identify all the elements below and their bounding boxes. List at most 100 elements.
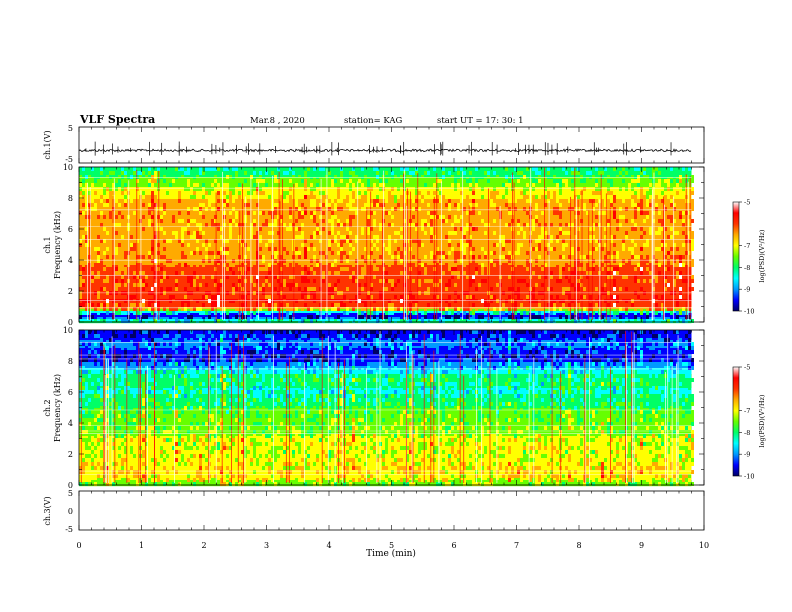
spectrogram-cell (565, 251, 568, 255)
spectrogram-cell (229, 199, 232, 203)
spectrogram-cell (436, 215, 439, 219)
spectrogram-cell (358, 243, 361, 247)
spectrogram-cell (244, 179, 247, 183)
spectrogram-cell (508, 259, 511, 263)
spectrogram-cell (544, 287, 547, 291)
spectrogram-cell (151, 259, 154, 263)
spectrogram-cell (388, 287, 391, 291)
spectrogram-cell (79, 478, 82, 482)
spectrogram-cell (328, 255, 331, 259)
spectrogram-cell (463, 315, 466, 319)
spectrogram-cell (253, 227, 256, 231)
spectrogram-cell (544, 255, 547, 259)
spectrogram-cell (223, 167, 226, 171)
spectrogram-cell (289, 259, 292, 263)
spectrogram-cell (313, 219, 316, 223)
spectrogram-cell (262, 283, 265, 287)
spectrogram-cell (85, 235, 88, 239)
spectrogram-cell (640, 187, 643, 191)
spectrogram-cell (607, 175, 610, 179)
spectrogram-cell (538, 175, 541, 179)
spectrogram-cell (190, 299, 193, 303)
spectrogram-cell (661, 219, 664, 223)
spectrogram-cell (328, 171, 331, 175)
spectrogram-cell (94, 299, 97, 303)
spectrogram-cell (376, 283, 379, 287)
spectrogram-cell (205, 191, 208, 195)
spectrogram-cell (532, 183, 535, 187)
spectrogram-cell (376, 199, 379, 203)
spectrogram-cell (445, 299, 448, 303)
spectrogram-cell (574, 207, 577, 211)
spectrogram-cell (418, 179, 421, 183)
ch1-waveform-spikes (85, 141, 672, 156)
spectrogram-cell (130, 259, 133, 263)
spectrogram-cell (472, 303, 475, 307)
spectrogram-cell (373, 251, 376, 255)
spectrogram-cell (610, 267, 613, 271)
spectrogram-cell (109, 187, 112, 191)
spectrogram-cell (184, 251, 187, 255)
spectrogram-cell (97, 311, 100, 315)
spectrogram-cell (226, 267, 229, 271)
spectrogram-cell (682, 179, 685, 183)
spectrogram-cell (535, 315, 538, 319)
spectrogram-cell (166, 311, 169, 315)
spectrogram-cell (475, 263, 478, 267)
spectrogram-band (79, 332, 692, 335)
spectrogram-cell (622, 187, 625, 191)
spectrogram-cell (304, 247, 307, 251)
spectrogram-cell (391, 299, 394, 303)
spectrogram-cell (349, 183, 352, 187)
spectrogram-cell (184, 259, 187, 263)
spectrogram-cell (535, 299, 538, 303)
spectrogram-cell (82, 251, 85, 255)
spectrogram-cell (394, 251, 397, 255)
spectrogram-cell (139, 243, 142, 247)
spectrogram-cell (250, 231, 253, 235)
spectrogram-cell (319, 223, 322, 227)
spectrogram-cell (388, 279, 391, 283)
spectrogram-cell (334, 315, 337, 319)
spectrogram-cell (172, 279, 175, 283)
spectrogram-cell (490, 187, 493, 191)
spectrogram-cell (559, 231, 562, 235)
spectrogram-cell (418, 315, 421, 319)
spectrogram-cell (322, 195, 325, 199)
spectrogram-cell (106, 311, 109, 315)
spectrogram-cell (283, 171, 286, 175)
spectrogram-cell (661, 215, 664, 219)
spectrogram-cell (463, 231, 466, 235)
spectrogram-cell (490, 311, 493, 315)
spectrogram-cell (625, 279, 628, 283)
spectrogram-cell (424, 231, 427, 235)
spectrogram-cell (553, 207, 556, 211)
spectrogram-cell (421, 179, 424, 183)
spectrogram-cell (472, 187, 475, 191)
spectrogram-cell (472, 171, 475, 175)
spectrogram-cell (196, 187, 199, 191)
spectrogram-cell (454, 215, 457, 219)
spectrogram-cell (283, 283, 286, 287)
spectrogram-cell (583, 315, 586, 319)
spectrogram-cell (394, 307, 397, 311)
spectrogram-cell (472, 211, 475, 215)
spectrogram-cell (304, 251, 307, 255)
spectrogram-cell (478, 299, 481, 303)
spectrogram-cell (412, 311, 415, 315)
spectrogram-cell (400, 247, 403, 251)
spectrogram-cell (142, 271, 145, 275)
spectrogram-cell (535, 311, 538, 315)
spectrogram-cell (538, 227, 541, 231)
spectrogram-cell (373, 247, 376, 251)
spectrogram-cell (148, 195, 151, 199)
spectrogram-cell (649, 279, 652, 283)
spectrogram-cell (451, 231, 454, 235)
spectrogram-cell (337, 243, 340, 247)
spectrogram-cell (586, 195, 589, 199)
spectrogram-band (79, 352, 692, 355)
spectrogram-cell (562, 167, 565, 171)
spectrogram-cell (562, 267, 565, 271)
spectrogram-cell (535, 247, 538, 251)
spectrogram-cell (148, 179, 151, 183)
